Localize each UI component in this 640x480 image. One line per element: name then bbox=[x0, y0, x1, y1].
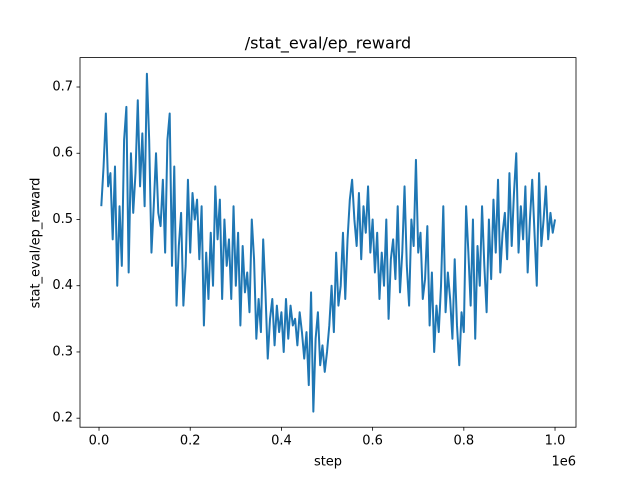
axes-frame bbox=[79, 57, 577, 428]
y-tick-label: 0.2 bbox=[52, 411, 73, 426]
x-tick-label: 0.2 bbox=[180, 434, 201, 449]
x-axis-label: step bbox=[314, 455, 342, 470]
y-tick-label: 0.5 bbox=[52, 212, 73, 227]
y-tick-label: 0.3 bbox=[52, 344, 73, 359]
x-tick-label: 0.8 bbox=[453, 434, 474, 449]
y-axis-label: stat_eval/ep_reward bbox=[29, 178, 44, 309]
x-tick-label: 0.4 bbox=[271, 434, 292, 449]
x-tick-label: 0.6 bbox=[362, 434, 383, 449]
x-tick-label: 1.0 bbox=[545, 434, 566, 449]
y-tick-label: 0.4 bbox=[52, 278, 73, 293]
y-tick-label: 0.6 bbox=[52, 146, 73, 161]
line-series bbox=[100, 72, 557, 413]
chart-title: /stat_eval/ep_reward bbox=[245, 34, 411, 54]
x-offset-label: 1e6 bbox=[551, 455, 576, 470]
y-tick-label: 0.7 bbox=[52, 80, 73, 95]
x-tick-label: 0.0 bbox=[89, 434, 110, 449]
